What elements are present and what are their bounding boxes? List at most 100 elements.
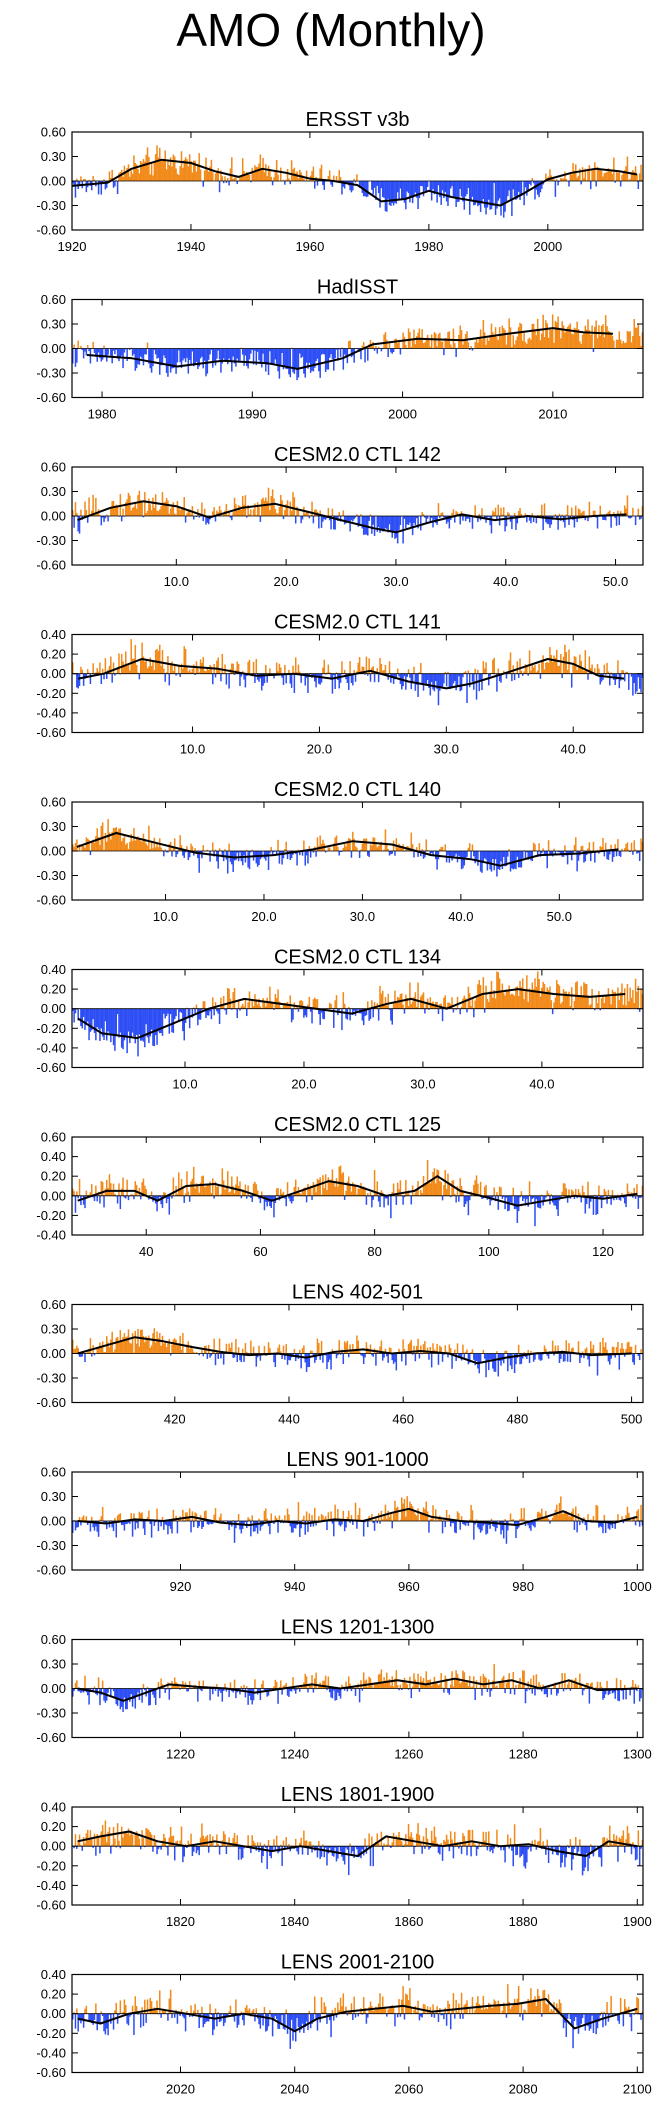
anomaly-bar (526, 1846, 528, 1863)
anomaly-bar (224, 176, 226, 181)
anomaly-bar (173, 1338, 176, 1354)
anomaly-bar (496, 1829, 498, 1847)
anomaly-bar (610, 1840, 612, 1847)
anomaly-bar (169, 1826, 172, 1847)
anomaly-bar (551, 178, 554, 181)
anomaly-bar (536, 851, 539, 857)
anomaly-bar (451, 1839, 453, 1847)
anomaly-bar (328, 1688, 331, 1693)
anomaly-bar (619, 851, 622, 857)
anomaly-bar (156, 348, 158, 359)
anomaly-bar (312, 1182, 315, 1196)
anomaly-bar (322, 839, 324, 851)
anomaly-bar (421, 181, 423, 187)
anomaly-bar (278, 1001, 281, 1009)
anomaly-bar (188, 348, 191, 360)
anomaly-bar (455, 348, 457, 357)
anomaly-bar (338, 170, 340, 181)
anomaly-bar (273, 1195, 275, 1218)
anomaly-bar (391, 181, 393, 204)
anomaly-bar (262, 998, 264, 1009)
anomaly-bar (623, 1353, 626, 1357)
anomaly-bar (369, 339, 372, 349)
y-tick-label: 0.40 (41, 1149, 66, 1164)
anomaly-bar (346, 516, 349, 521)
anomaly-bar (407, 1688, 410, 1690)
anomaly-bar (534, 1839, 536, 1847)
anomaly-bar (101, 1182, 104, 1196)
anomaly-bar (115, 348, 118, 350)
anomaly-bar (539, 515, 542, 516)
anomaly-bar (197, 1846, 199, 1851)
anomaly-bar (452, 328, 455, 349)
anomaly-bar (188, 1508, 191, 1521)
anomaly-bar (84, 673, 86, 679)
anomaly-bar (377, 673, 380, 683)
anomaly-bar (373, 673, 376, 683)
anomaly-bar (186, 846, 188, 851)
anomaly-bar (333, 843, 335, 851)
anomaly-bar (123, 1831, 126, 1847)
anomaly-bar (224, 849, 226, 851)
anomaly-bar (462, 998, 464, 1009)
anomaly-bar (399, 1837, 402, 1847)
anomaly-bar (255, 999, 258, 1009)
anomaly-bar (153, 1688, 156, 1698)
y-tick-label: -0.20 (36, 686, 66, 701)
anomaly-bar (148, 348, 150, 364)
anomaly-bar (135, 1008, 138, 1035)
anomaly-bar (580, 1846, 582, 1855)
anomaly-bar (138, 838, 141, 851)
anomaly-bar (184, 649, 187, 674)
anomaly-bar (502, 1195, 505, 1197)
anomaly-bar (501, 1521, 504, 1531)
anomaly-bar (267, 851, 270, 870)
anomaly-bar (522, 1518, 524, 1521)
smoothed-amo-line (77, 1336, 632, 1365)
anomaly-bar (488, 340, 490, 349)
anomaly-bar (273, 1839, 275, 1847)
anomaly-bar (294, 348, 297, 368)
anomaly-bar (323, 1188, 326, 1196)
anomaly-bar (504, 330, 506, 349)
anomaly-bar (468, 993, 471, 1009)
anomaly-bar (180, 845, 183, 851)
anomaly-bar (127, 1195, 130, 1201)
anomaly-bar (197, 1008, 199, 1026)
anomaly-bar (328, 348, 331, 358)
anomaly-bar (125, 844, 127, 851)
anomaly-bar (441, 1195, 444, 1201)
anomaly-bar (80, 1844, 82, 1847)
anomaly-bar (101, 1341, 104, 1354)
anomaly-bar (429, 1183, 432, 1196)
anomaly-bar (120, 516, 123, 522)
anomaly-bar (188, 154, 191, 181)
anomaly-bar (103, 345, 105, 349)
anomaly-bar (156, 1195, 158, 1212)
anomaly-bar (356, 1846, 358, 1850)
anomaly-bar (384, 829, 387, 851)
anomaly-bar (598, 991, 600, 1009)
anomaly-bar (92, 663, 94, 674)
anomaly-bar (231, 1176, 233, 1196)
anomaly-bar (420, 337, 422, 349)
anomaly-bar (406, 1191, 408, 1196)
anomaly-bar (390, 673, 392, 683)
anomaly-bar (240, 1353, 243, 1363)
anomaly-bar (267, 1003, 270, 1009)
anomaly-bar (577, 996, 580, 1009)
anomaly-bar (246, 516, 248, 518)
anomaly-bar (232, 851, 234, 872)
anomaly-bar (169, 348, 172, 373)
anomaly-bar (280, 1844, 282, 1847)
anomaly-bar (607, 330, 610, 349)
anomaly-bar (418, 1835, 421, 1847)
anomaly-bar (625, 508, 627, 516)
anomaly-bar (420, 1345, 422, 1354)
anomaly-bar (424, 1341, 426, 1354)
anomaly-bar (534, 844, 536, 851)
anomaly-bar (478, 337, 481, 349)
anomaly-bar (251, 1195, 253, 1202)
anomaly-bar (577, 175, 580, 181)
